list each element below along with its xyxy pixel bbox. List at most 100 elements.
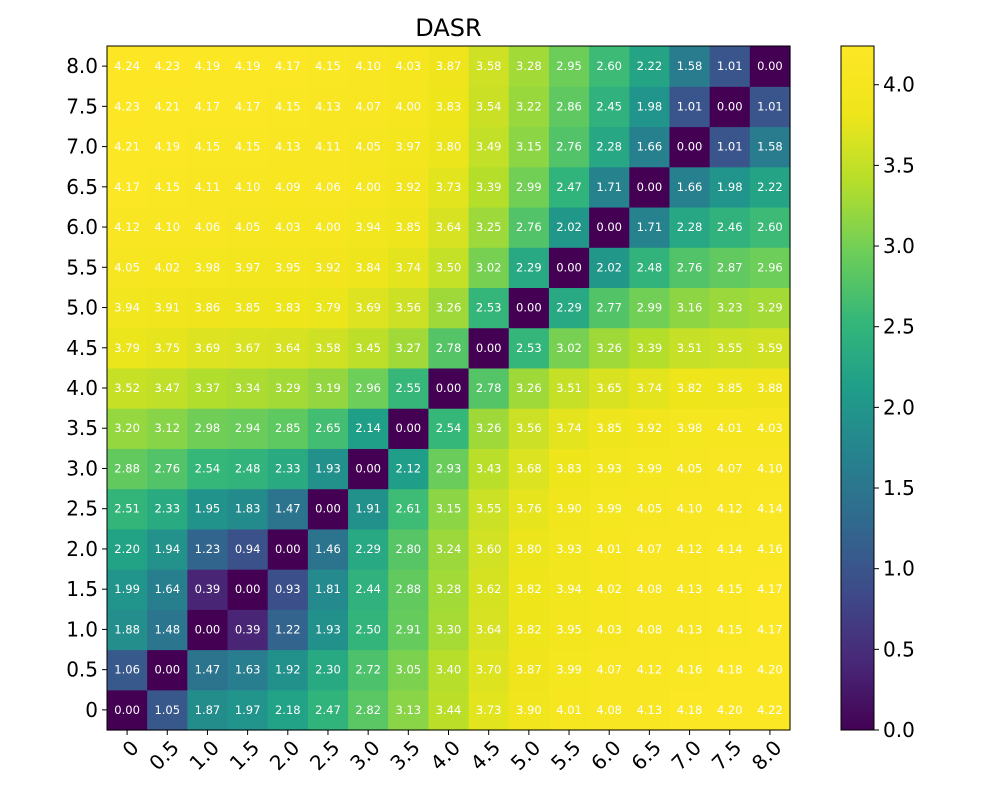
cell-value-label: 3.64 <box>275 341 301 355</box>
heatmap-cell <box>428 287 470 329</box>
cell-value-label: 4.10 <box>355 59 381 73</box>
cell-value-label: 4.12 <box>114 220 140 234</box>
cell-value-label: 3.93 <box>556 542 582 556</box>
heatmap-cell <box>388 569 430 610</box>
heatmap-cell <box>749 528 791 570</box>
heatmap-cell <box>589 86 630 128</box>
y-tick-label: 4.0 <box>66 376 98 400</box>
heatmap-cell <box>709 367 751 409</box>
heatmap-cell <box>428 327 470 369</box>
cell-value-label: 4.11 <box>195 180 221 194</box>
heatmap-cell <box>348 488 389 530</box>
heatmap-cell <box>589 287 630 329</box>
heatmap-cell <box>428 166 470 208</box>
heatmap-cell <box>428 649 470 691</box>
cell-value-label: 1.98 <box>717 180 743 194</box>
heatmap-cell <box>749 126 791 168</box>
heatmap-cell <box>589 649 630 691</box>
heatmap-cell <box>508 327 550 369</box>
heatmap-cell <box>348 569 389 610</box>
heatmap-cell <box>709 488 751 530</box>
y-tick-label: 0.5 <box>66 658 98 682</box>
cell-value-label: 4.05 <box>114 260 140 274</box>
heatmap-cell <box>709 609 751 651</box>
y-tick-label: 5.5 <box>66 255 98 279</box>
cell-value-label: 4.00 <box>396 99 422 113</box>
heatmap-cell <box>548 247 590 289</box>
heatmap-cell <box>107 649 148 691</box>
cell-value-label: 4.08 <box>637 622 663 636</box>
x-tick-label: 2.0 <box>265 736 304 775</box>
y-tick-label: 7.0 <box>66 135 98 159</box>
cell-value-label: 3.64 <box>436 220 462 234</box>
cell-value-label: 4.13 <box>677 622 703 636</box>
heatmap-cell <box>107 569 148 610</box>
heatmap-cell <box>428 689 470 731</box>
heatmap-cell <box>468 247 510 289</box>
cell-value-label: 4.23 <box>154 59 180 73</box>
heatmap-cell <box>629 528 671 570</box>
cell-value-label: 3.55 <box>717 341 743 355</box>
cell-value-label: 3.82 <box>516 622 542 636</box>
cell-value-label: 0.94 <box>235 542 261 556</box>
cell-value-label: 3.83 <box>436 99 462 113</box>
heatmap-cell <box>749 488 791 530</box>
cell-value-label: 4.05 <box>677 461 703 475</box>
cell-value-label: 3.93 <box>596 461 622 475</box>
heatmap-cell <box>589 166 630 208</box>
heatmap-cell <box>669 689 711 731</box>
cell-value-label: 4.15 <box>235 140 261 154</box>
cell-value-label: 4.13 <box>275 140 301 154</box>
heatmap-cell <box>629 287 671 329</box>
x-tick-label: 0.5 <box>144 736 183 775</box>
heatmap-cell <box>227 649 269 691</box>
heatmap-cell <box>348 287 389 329</box>
cell-value-label: 2.94 <box>235 421 261 435</box>
cell-value-label: 1.71 <box>596 180 622 194</box>
cell-value-label: 1.81 <box>315 582 341 596</box>
heatmap-cell <box>589 126 630 168</box>
y-tick-label: 2.5 <box>66 497 98 521</box>
heatmap-cell <box>348 448 389 490</box>
heatmap-cell <box>147 609 188 651</box>
heatmap-cell <box>428 247 470 289</box>
heatmap-cell <box>307 367 349 409</box>
cell-value-label: 2.33 <box>154 502 180 516</box>
heatmap-cell <box>388 367 430 409</box>
x-tick-label: 6.5 <box>626 736 665 775</box>
cell-value-label: 0.00 <box>476 341 502 355</box>
cell-value-label: 3.13 <box>396 703 422 717</box>
cell-value-label: 3.43 <box>476 461 502 475</box>
cell-value-label: 4.00 <box>315 220 341 234</box>
colorbar-tick-label: 2.0 <box>883 395 915 419</box>
cell-value-label: 2.77 <box>596 301 622 315</box>
cell-value-label: 3.74 <box>637 381 663 395</box>
heatmap-cell <box>589 367 630 409</box>
cell-value-label: 4.00 <box>355 180 381 194</box>
heatmap-cell <box>468 408 510 449</box>
heatmap-cell <box>348 327 389 369</box>
heatmap-cell <box>147 247 188 289</box>
heatmap-cell <box>508 448 550 490</box>
heatmap-cell <box>307 569 349 610</box>
heatmap-cell <box>669 609 711 651</box>
heatmap-cell <box>227 408 269 449</box>
cell-value-label: 2.96 <box>757 260 783 274</box>
cell-value-label: 0.00 <box>195 622 221 636</box>
cell-value-label: 2.30 <box>315 663 341 677</box>
heatmap-cell <box>307 86 349 128</box>
heatmap-cell <box>709 247 751 289</box>
heatmap-cell <box>468 689 510 731</box>
heatmap-cell <box>388 46 430 87</box>
heatmap-cell <box>187 689 229 731</box>
cell-value-label: 3.99 <box>596 502 622 516</box>
cell-value-label: 4.19 <box>195 59 221 73</box>
heatmap-cell <box>548 46 590 87</box>
heatmap-cell <box>147 488 188 530</box>
cell-value-label: 3.51 <box>556 381 582 395</box>
x-tick-label: 1.0 <box>184 736 223 775</box>
cell-value-label: 3.02 <box>556 341 582 355</box>
heatmap-cell <box>187 448 229 490</box>
cell-value-label: 0.00 <box>114 703 140 717</box>
heatmap-cell <box>348 609 389 651</box>
